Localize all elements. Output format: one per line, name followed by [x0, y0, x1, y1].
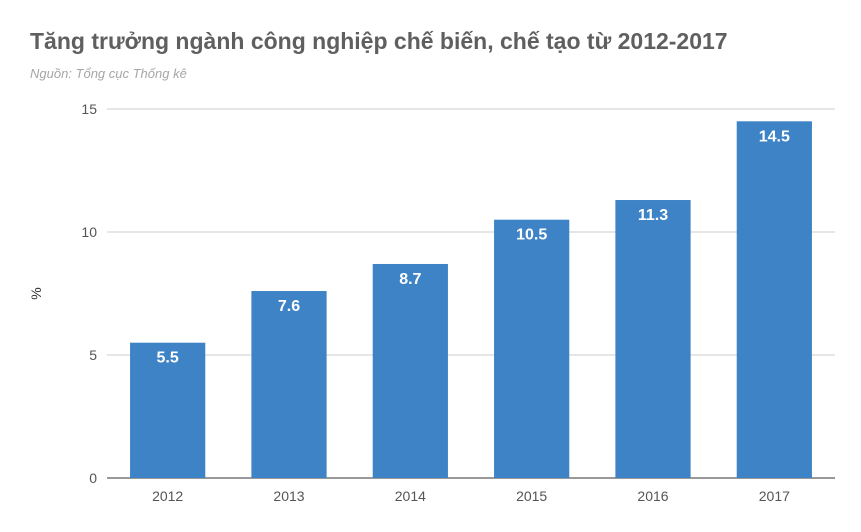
bar: [372, 263, 448, 478]
x-axis-ticks: 2012 2013 2014 2015 2016 2017: [152, 488, 790, 504]
chart-title: Tăng trưởng ngành công nghiệp chế biến, …: [30, 28, 728, 54]
data-label: 5.5: [157, 350, 179, 367]
y-axis-ticks: 0 5 10 15: [81, 101, 97, 486]
data-label: 7.6: [278, 298, 300, 315]
chart-source: Nguồn: Tổng cục Thống kê: [30, 66, 187, 81]
bar: [615, 200, 691, 478]
data-label: 14.5: [759, 128, 790, 145]
x-tick-label: 2013: [273, 488, 304, 504]
data-labels: 5.5 7.6 8.7 10.5 11.3 14.5: [157, 128, 790, 366]
bar: [736, 121, 812, 479]
data-label: 8.7: [399, 271, 421, 288]
x-tick-label: 2017: [759, 488, 790, 504]
y-tick-label: 5: [89, 347, 97, 363]
x-tick-label: 2015: [516, 488, 547, 504]
bar: [494, 219, 570, 478]
bar: [251, 291, 327, 478]
bar: [130, 342, 206, 478]
x-tick-label: 2016: [637, 488, 668, 504]
gridlines: [107, 108, 835, 479]
y-tick-label: 0: [89, 470, 97, 486]
y-tick-label: 15: [81, 101, 97, 117]
bars: [130, 121, 812, 479]
x-tick-label: 2012: [152, 488, 183, 504]
data-label: 10.5: [516, 227, 547, 244]
y-tick-label: 10: [81, 224, 97, 240]
data-label: 11.3: [638, 207, 668, 224]
y-axis-label: %: [28, 287, 44, 299]
x-tick-label: 2014: [395, 488, 426, 504]
